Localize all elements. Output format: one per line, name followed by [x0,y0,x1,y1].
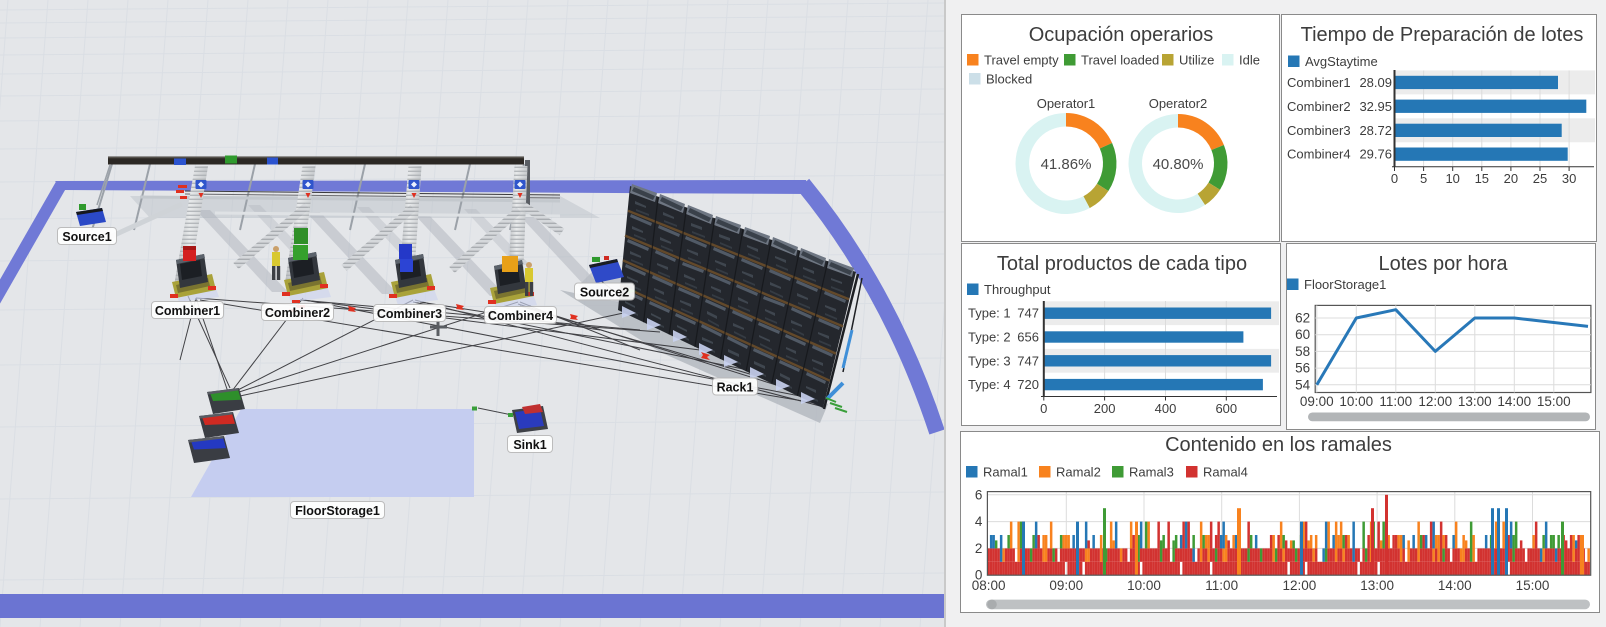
svg-text:720: 720 [1017,377,1039,392]
svg-text:Combiner1: Combiner1 [1287,75,1351,90]
svg-text:13:00: 13:00 [1360,578,1394,593]
svg-text:54: 54 [1295,377,1311,392]
svg-text:28.72: 28.72 [1359,123,1392,138]
svg-text:Combiner4: Combiner4 [488,309,553,323]
svg-text:Combiner4: Combiner4 [1287,147,1351,162]
svg-text:15: 15 [1475,171,1489,186]
svg-text:600: 600 [1215,401,1237,416]
svg-text:Ocupación operarios: Ocupación operarios [1029,24,1214,46]
svg-text:30: 30 [1562,171,1576,186]
svg-text:28.09: 28.09 [1359,75,1392,90]
svg-text:Tiempo de Preparación de lotes: Tiempo de Preparación de lotes [1301,24,1584,46]
svg-text:60: 60 [1295,327,1310,342]
svg-text:AvgStaytime: AvgStaytime [1305,54,1378,69]
svg-text:4: 4 [975,514,983,529]
svg-text:Type: 2: Type: 2 [968,330,1011,345]
svg-text:Source1: Source1 [62,230,111,244]
svg-text:0: 0 [1040,401,1047,416]
svg-text:15:00: 15:00 [1537,394,1571,409]
svg-text:11:00: 11:00 [1205,578,1238,593]
svg-text:Combiner1: Combiner1 [155,304,220,318]
svg-text:0: 0 [975,568,983,583]
svg-text:58: 58 [1295,344,1310,359]
svg-text:10:00: 10:00 [1127,578,1161,593]
svg-text:11:00: 11:00 [1379,394,1412,409]
svg-text:41.86%: 41.86% [1041,156,1092,173]
svg-text:Type: 3: Type: 3 [968,353,1011,368]
svg-text:20: 20 [1504,171,1518,186]
svg-text:Ramal2: Ramal2 [1056,465,1101,480]
svg-text:12:00: 12:00 [1283,578,1317,593]
svg-text:15:00: 15:00 [1516,578,1550,593]
svg-text:10: 10 [1445,171,1459,186]
svg-text:747: 747 [1017,353,1039,368]
svg-text:Combiner3: Combiner3 [377,307,442,321]
svg-text:Combiner3: Combiner3 [1287,123,1351,138]
svg-text:13:00: 13:00 [1458,394,1492,409]
svg-text:56: 56 [1295,361,1310,376]
svg-text:62: 62 [1295,311,1310,326]
svg-text:400: 400 [1155,401,1177,416]
svg-text:747: 747 [1017,306,1039,321]
svg-text:Type: 4: Type: 4 [968,377,1011,392]
svg-text:Combiner2: Combiner2 [1287,99,1351,114]
svg-text:Operator1: Operator1 [1037,96,1096,111]
svg-text:6: 6 [975,487,983,502]
svg-text:5: 5 [1420,171,1427,186]
svg-text:Travel loaded: Travel loaded [1081,53,1159,68]
svg-text:Source2: Source2 [580,286,629,300]
svg-text:Operator2: Operator2 [1149,96,1208,111]
svg-text:Ramal4: Ramal4 [1203,465,1248,480]
svg-text:656: 656 [1017,330,1039,345]
svg-text:32.95: 32.95 [1359,99,1392,114]
svg-text:Travel empty: Travel empty [984,53,1059,68]
svg-text:2: 2 [975,541,983,556]
svg-text:Ramal1: Ramal1 [983,465,1028,480]
svg-text:10:00: 10:00 [1339,394,1373,409]
svg-text:14:00: 14:00 [1497,394,1531,409]
svg-text:12:00: 12:00 [1418,394,1452,409]
svg-text:40.80%: 40.80% [1153,156,1204,173]
svg-text:Ramal3: Ramal3 [1129,465,1174,480]
svg-text:Rack1: Rack1 [717,381,754,395]
svg-text:Throughput: Throughput [984,282,1051,297]
svg-text:Lotes por hora: Lotes por hora [1379,253,1509,275]
svg-text:Combiner2: Combiner2 [265,306,330,320]
svg-text:Contenido en los ramales: Contenido en los ramales [1165,434,1392,456]
svg-text:14:00: 14:00 [1438,578,1472,593]
svg-text:Utilize: Utilize [1179,53,1214,68]
svg-text:Total productos de cada tipo: Total productos de cada tipo [997,253,1247,275]
svg-text:FloorStorage1: FloorStorage1 [295,504,380,518]
svg-text:09:00: 09:00 [1300,394,1334,409]
svg-text:Type: 1: Type: 1 [968,306,1011,321]
svg-text:FloorStorage1: FloorStorage1 [1304,277,1386,292]
svg-text:Sink1: Sink1 [513,438,546,452]
svg-text:Blocked: Blocked [986,72,1032,87]
svg-text:09:00: 09:00 [1049,578,1083,593]
svg-text:200: 200 [1094,401,1116,416]
svg-text:0: 0 [1391,171,1398,186]
svg-text:Idle: Idle [1239,53,1260,68]
svg-text:08:00: 08:00 [972,578,1006,593]
svg-text:29.76: 29.76 [1359,147,1392,162]
svg-text:25: 25 [1533,171,1547,186]
